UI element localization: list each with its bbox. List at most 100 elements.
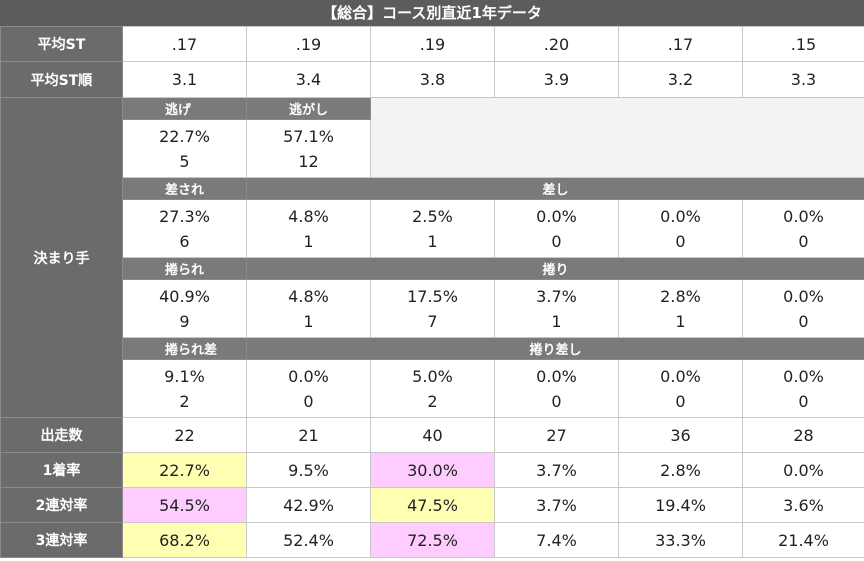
cell-highlight: 54.5% (122, 487, 247, 523)
cell: 3.7% 1 (494, 279, 619, 338)
cell: 2.5% 1 (370, 199, 495, 258)
sub-header-sashi: 差し (246, 177, 864, 200)
row-label-win-rate: 1着率 (0, 452, 123, 488)
cell-pct: 0.0% (536, 366, 577, 386)
cell: .15 (742, 26, 864, 62)
cell-pct: 4.8% (288, 286, 329, 306)
cell: 3.4 (246, 61, 371, 98)
cell: 3.6% (742, 487, 864, 523)
cell-pct: 0.0% (660, 366, 701, 386)
cell: 40 (370, 417, 495, 453)
sub-header-makuri: 捲り (246, 257, 864, 280)
table-row: 40.9% 9 4.8% 1 17.5% 7 3.7% 1 2.8% 1 0.0% 0 (1, 279, 864, 338)
cell-count: 0 (798, 311, 809, 331)
cell-pct: 4.8% (288, 206, 329, 226)
cell-count: 1 (675, 311, 686, 331)
table-row: 27.3% 6 4.8% 1 2.5% 1 0.0% 0 0.0% 0 0.0% 0 (1, 199, 864, 258)
cell-count: 0 (798, 391, 809, 411)
cell: 22 (122, 417, 247, 453)
cell: 0.0% 0 (742, 359, 864, 418)
cell: .19 (246, 26, 371, 62)
cell-highlight: 72.5% (370, 522, 495, 558)
cell: 3.8 (370, 61, 495, 98)
cell: 27 (494, 417, 619, 453)
cell: 4.8% 1 (246, 279, 371, 338)
cell-count: 7 (427, 311, 438, 331)
cell-count: 0 (303, 391, 314, 411)
cell-count: 1 (303, 231, 314, 251)
cell: .17 (618, 26, 743, 62)
cell: 28 (742, 417, 864, 453)
cell-count: 0 (551, 391, 562, 411)
table-row: 捲られ 捲り (1, 257, 864, 280)
cell-pct: 0.0% (660, 206, 701, 226)
cell: 42.9% (246, 487, 371, 523)
cell: 9.5% (246, 452, 371, 488)
cell: .19 (370, 26, 495, 62)
row-label-starts: 出走数 (0, 417, 123, 453)
cell: .17 (122, 26, 247, 62)
cell: 57.1% 12 (246, 119, 371, 178)
cell: 21.4% (742, 522, 864, 558)
table-row: 出走数 22 21 40 27 36 28 (0, 417, 864, 453)
sub-header-makuri-sashi: 捲り差し (246, 337, 864, 360)
table-row: 1着率 22.7% 9.5% 30.0% 3.7% 2.8% 0.0% (0, 452, 864, 488)
row-label-avg-st-rank: 平均ST順 (0, 61, 123, 98)
cell-count: 0 (798, 231, 809, 251)
cell: 0.0% 0 (742, 199, 864, 258)
cell-count: 9 (179, 311, 190, 331)
row-label-trio-rate: 3連対率 (0, 522, 123, 558)
cell-pct: 0.0% (783, 206, 824, 226)
cell-count: 1 (427, 231, 438, 251)
cell-count: 1 (303, 311, 314, 331)
table-row: 平均ST .17 .19 .19 .20 .17 .15 (0, 26, 864, 62)
cell: 3.3 (742, 61, 864, 98)
cell: 3.9 (494, 61, 619, 98)
cell-pct: 5.0% (412, 366, 453, 386)
cell: 0.0% 0 (246, 359, 371, 418)
cell-count: 2 (427, 391, 438, 411)
course-stats-table: 平均ST .17 .19 .19 .20 .17 .15 平均ST順 3.1 3… (0, 26, 864, 558)
cell-highlight: 47.5% (370, 487, 495, 523)
cell-count: 0 (675, 231, 686, 251)
sub-header-sasare: 差され (122, 177, 247, 200)
cell: 2.8% (618, 452, 743, 488)
table-row: 決まり手 逃げ 逃がし (0, 97, 864, 418)
cell: 0.0% 0 (742, 279, 864, 338)
cell-highlight: 30.0% (370, 452, 495, 488)
cell: 3.7% (494, 487, 619, 523)
row-label-quinella-rate: 2連対率 (0, 487, 123, 523)
sub-header-nigashi: 逃がし (246, 97, 371, 120)
cell: 0.0% 0 (494, 199, 619, 258)
cell-pct: 27.3% (159, 206, 210, 226)
cell: 3.1 (122, 61, 247, 98)
table-row: 22.7% 5 57.1% 12 (1, 119, 864, 178)
cell-count: 0 (551, 231, 562, 251)
cell: 0.0% (742, 452, 864, 488)
cell-count: 5 (179, 151, 190, 171)
table-row: 差され 差し (1, 177, 864, 200)
cell: 17.5% 7 (370, 279, 495, 338)
table-row: 9.1% 2 0.0% 0 5.0% 2 0.0% 0 0.0% 0 0.0% 0 (1, 359, 864, 418)
cell: 5.0% 2 (370, 359, 495, 418)
cell-pct: 0.0% (288, 366, 329, 386)
table-row: 3連対率 68.2% 52.4% 72.5% 7.4% 33.3% 21.4% (0, 522, 864, 558)
cell: 7.4% (494, 522, 619, 558)
cell: 22.7% 5 (122, 119, 247, 178)
row-label-avg-st: 平均ST (0, 26, 123, 62)
cell: 0.0% 0 (618, 359, 743, 418)
cell: 0.0% 0 (618, 199, 743, 258)
table-row: 捲られ差 捲り差し (1, 337, 864, 360)
cell-count: 2 (179, 391, 190, 411)
cell: 27.3% 6 (122, 199, 247, 258)
sub-header-nige: 逃げ (122, 97, 247, 120)
cell-count: 0 (675, 391, 686, 411)
cell: 21 (246, 417, 371, 453)
cell: 36 (618, 417, 743, 453)
cell-highlight: 22.7% (122, 452, 247, 488)
cell: 3.2 (618, 61, 743, 98)
cell-pct: 57.1% (283, 126, 334, 146)
table-row: 2連対率 54.5% 42.9% 47.5% 3.7% 19.4% 3.6% (0, 487, 864, 523)
cell: 0.0% 0 (494, 359, 619, 418)
